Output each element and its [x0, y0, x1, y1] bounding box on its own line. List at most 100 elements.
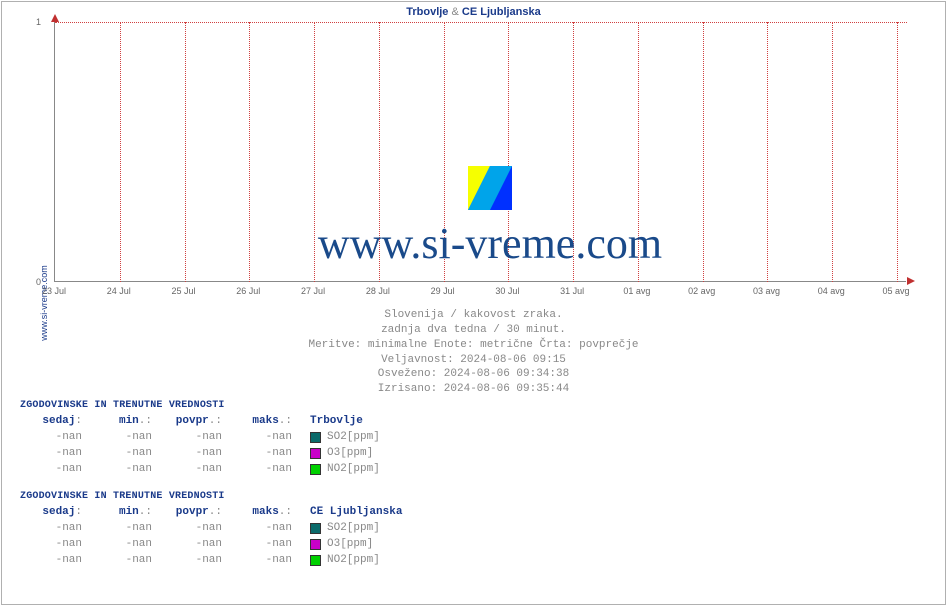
stats-table: ZGODOVINSKE IN TRENUTNE VREDNOSTIsedaj:m…: [20, 400, 402, 477]
watermark-text: www.si-vreme.com: [318, 218, 662, 269]
x-tick-label: 31 Jul: [560, 286, 584, 296]
series-label: O3[ppm]: [327, 538, 373, 550]
series-label: O3[ppm]: [327, 447, 373, 459]
plot-area: 01 23 Jul24 Jul25 Jul26 Jul27 Jul28 Jul2…: [54, 22, 926, 290]
title-part-b: CE Ljubljanska: [462, 6, 541, 18]
legend-swatch-icon: [310, 448, 321, 459]
chart-title: Trbovlje & CE Ljubljanska: [406, 6, 541, 18]
y-axis-arrow-icon: [51, 14, 59, 22]
x-tick-label: 25 Jul: [172, 286, 196, 296]
table-cell: -nan: [160, 538, 230, 550]
table-column-header: sedaj:: [20, 506, 90, 518]
vertical-gridline: [185, 22, 186, 282]
table-title: ZGODOVINSKE IN TRENUTNE VREDNOSTI: [20, 491, 402, 502]
info-line: Slovenija / kakovost zraka.: [308, 308, 638, 323]
stats-tables: ZGODOVINSKE IN TRENUTNE VREDNOSTIsedaj:m…: [20, 400, 402, 582]
info-line: Meritve: minimalne Enote: metrične Črta:…: [308, 338, 638, 353]
table-cell: -nan: [90, 522, 160, 534]
table-cell: -nan: [230, 447, 300, 459]
table-header-row: sedaj:min.:povpr.:maks.: CE Ljubljanska: [20, 504, 402, 520]
series-label: SO2[ppm]: [327, 522, 380, 534]
series-label: NO2[ppm]: [327, 554, 380, 566]
table-column-header: min.:: [90, 415, 160, 427]
x-tick-label: 23 Jul: [42, 286, 66, 296]
info-line: Veljavnost: 2024-08-06 09:15: [308, 353, 638, 368]
series-label: SO2[ppm]: [327, 431, 380, 443]
x-tick-label: 03 avg: [753, 286, 780, 296]
legend-swatch-icon: [310, 539, 321, 550]
table-cell: -nan: [160, 554, 230, 566]
x-tick-label: 04 avg: [818, 286, 845, 296]
table-cell: -nan: [160, 463, 230, 475]
y-tick-label: 0: [36, 277, 41, 287]
x-tick-label: 28 Jul: [366, 286, 390, 296]
x-tick-label: 29 Jul: [431, 286, 455, 296]
table-row: -nan-nan-nan-nanNO2[ppm]: [20, 461, 402, 477]
table-column-header: povpr.:: [160, 506, 230, 518]
table-cell: -nan: [160, 431, 230, 443]
table-cell: -nan: [20, 447, 90, 459]
table-cell: -nan: [20, 554, 90, 566]
table-cell: -nan: [230, 554, 300, 566]
table-cell: -nan: [90, 554, 160, 566]
table-cell: -nan: [160, 447, 230, 459]
info-line: Osveženo: 2024-08-06 09:34:38: [308, 367, 638, 382]
table-column-header: min.:: [90, 506, 160, 518]
horizontal-gridline: [55, 22, 907, 23]
chart-container: www.si-vreme.com Trbovlje & CE Ljubljans…: [1, 1, 946, 605]
table-cell: -nan: [20, 522, 90, 534]
info-line: Izrisano: 2024-08-06 09:35:44: [308, 382, 638, 397]
vertical-gridline: [120, 22, 121, 282]
x-tick-label: 02 avg: [688, 286, 715, 296]
table-title: ZGODOVINSKE IN TRENUTNE VREDNOSTI: [20, 400, 402, 411]
vertical-gridline: [314, 22, 315, 282]
chart-info: Slovenija / kakovost zraka.zadnja dva te…: [308, 308, 638, 397]
table-column-header: maks.:: [230, 506, 300, 518]
table-row: -nan-nan-nan-nanSO2[ppm]: [20, 429, 402, 445]
table-cell: -nan: [230, 431, 300, 443]
table-row: -nan-nan-nan-nanNO2[ppm]: [20, 552, 402, 568]
table-cell: -nan: [90, 431, 160, 443]
series-label: NO2[ppm]: [327, 463, 380, 475]
x-tick-label: 01 avg: [623, 286, 650, 296]
vertical-gridline: [249, 22, 250, 282]
table-cell: -nan: [90, 447, 160, 459]
table-row: -nan-nan-nan-nanO3[ppm]: [20, 445, 402, 461]
table-column-header: povpr.:: [160, 415, 230, 427]
station-name: Trbovlje: [310, 415, 363, 427]
vertical-gridline: [767, 22, 768, 282]
x-tick-label: 24 Jul: [107, 286, 131, 296]
table-column-header: maks.:: [230, 415, 300, 427]
table-row: -nan-nan-nan-nanSO2[ppm]: [20, 520, 402, 536]
table-cell: -nan: [230, 538, 300, 550]
vertical-gridline: [703, 22, 704, 282]
vertical-gridline: [897, 22, 898, 282]
table-cell: -nan: [20, 538, 90, 550]
table-cell: -nan: [90, 463, 160, 475]
legend-swatch-icon: [310, 464, 321, 475]
legend-swatch-icon: [310, 523, 321, 534]
info-line: zadnja dva tedna / 30 minut.: [308, 323, 638, 338]
legend-swatch-icon: [310, 555, 321, 566]
x-tick-label: 30 Jul: [495, 286, 519, 296]
watermark-logo-icon: [468, 166, 512, 210]
table-header-row: sedaj:min.:povpr.:maks.: Trbovlje: [20, 413, 402, 429]
x-tick-label: 05 avg: [882, 286, 909, 296]
table-column-header: sedaj:: [20, 415, 90, 427]
legend-swatch-icon: [310, 432, 321, 443]
vertical-gridline: [832, 22, 833, 282]
y-tick-label: 1: [36, 17, 41, 27]
table-cell: -nan: [90, 538, 160, 550]
x-tick-label: 26 Jul: [236, 286, 260, 296]
table-cell: -nan: [230, 522, 300, 534]
table-cell: -nan: [230, 463, 300, 475]
table-row: -nan-nan-nan-nanO3[ppm]: [20, 536, 402, 552]
title-ampersand: &: [451, 6, 458, 18]
table-cell: -nan: [20, 431, 90, 443]
stats-table: ZGODOVINSKE IN TRENUTNE VREDNOSTIsedaj:m…: [20, 491, 402, 568]
table-cell: -nan: [20, 463, 90, 475]
station-name: CE Ljubljanska: [310, 506, 402, 518]
table-cell: -nan: [160, 522, 230, 534]
x-axis-arrow-icon: [907, 277, 915, 285]
title-part-a: Trbovlje: [406, 6, 448, 18]
